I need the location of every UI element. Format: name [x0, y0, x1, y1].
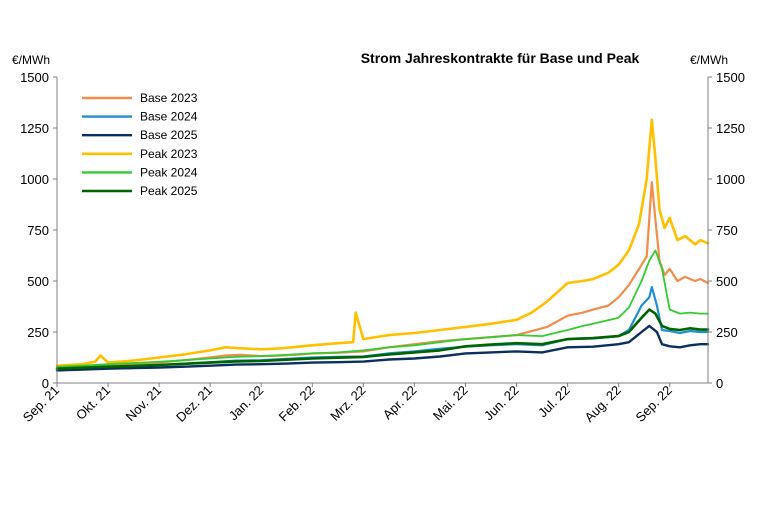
y-tick-label-left: 0: [42, 376, 49, 391]
y-unit-left: €/MWh: [12, 53, 50, 67]
chart-title: Strom Jahreskontrakte für Base und Peak: [361, 50, 640, 66]
legend-label: Base 2025: [140, 128, 198, 142]
y-tick-label-right: 0: [716, 376, 723, 391]
axis-layer: 0 0 250 250 500 500 750 750 1000 1000 1250 1250 1500…: [20, 70, 745, 425]
y-tick-label-right: 1250: [716, 121, 745, 136]
x-tick-label: Jan. 22: [226, 383, 267, 424]
x-tick-label: Mrz. 22: [327, 383, 368, 424]
plot-layer: [55, 118, 710, 372]
legend: Base 2023 Base 2024 Base 2025 Peak 2023 Peak…: [82, 91, 198, 198]
legend-label: Peak 2024: [140, 165, 198, 179]
series-line-base-2023: [55, 181, 710, 369]
series-line-base-2025: [55, 324, 710, 372]
legend-label: Base 2024: [140, 110, 198, 124]
x-tick-label: Feb. 22: [276, 383, 318, 425]
y-tick-label-left: 1000: [20, 172, 49, 187]
x-tick-label: Mai. 22: [430, 383, 471, 424]
y-tick-label-right: 1000: [716, 172, 745, 187]
x-tick-label: Jun. 22: [481, 383, 522, 424]
y-tick-label-left: 250: [27, 325, 49, 340]
y-tick-label-left: 750: [27, 223, 49, 238]
series-line-peak-2023: [55, 118, 710, 367]
x-tick-label: Nov. 21: [123, 383, 165, 425]
y-tick-label-right: 1500: [716, 70, 745, 85]
legend-label: Base 2023: [140, 91, 198, 105]
y-tick-label-left: 1250: [20, 121, 49, 136]
y-tick-label-right: 250: [716, 325, 738, 340]
legend-label: Peak 2023: [140, 147, 198, 161]
y-tick-label-right: 750: [716, 223, 738, 238]
x-tick-label: Jul. 22: [535, 383, 573, 421]
y-unit-right: €/MWh: [690, 53, 728, 67]
x-tick-label: Aug. 22: [581, 383, 623, 425]
series-line-peak-2024: [56, 249, 709, 368]
series-line-peak-2025: [55, 308, 710, 370]
x-tick-label: Okt. 21: [73, 383, 113, 423]
x-tick-label: Sep. 22: [633, 383, 675, 425]
y-tick-label-left: 1500: [20, 70, 49, 85]
y-tick-label-right: 500: [716, 274, 738, 289]
x-tick-label: Apr. 22: [380, 383, 420, 423]
legend-label: Peak 2025: [140, 184, 198, 198]
y-tick-label-left: 500: [27, 274, 49, 289]
x-tick-label: Dez. 21: [173, 383, 215, 425]
